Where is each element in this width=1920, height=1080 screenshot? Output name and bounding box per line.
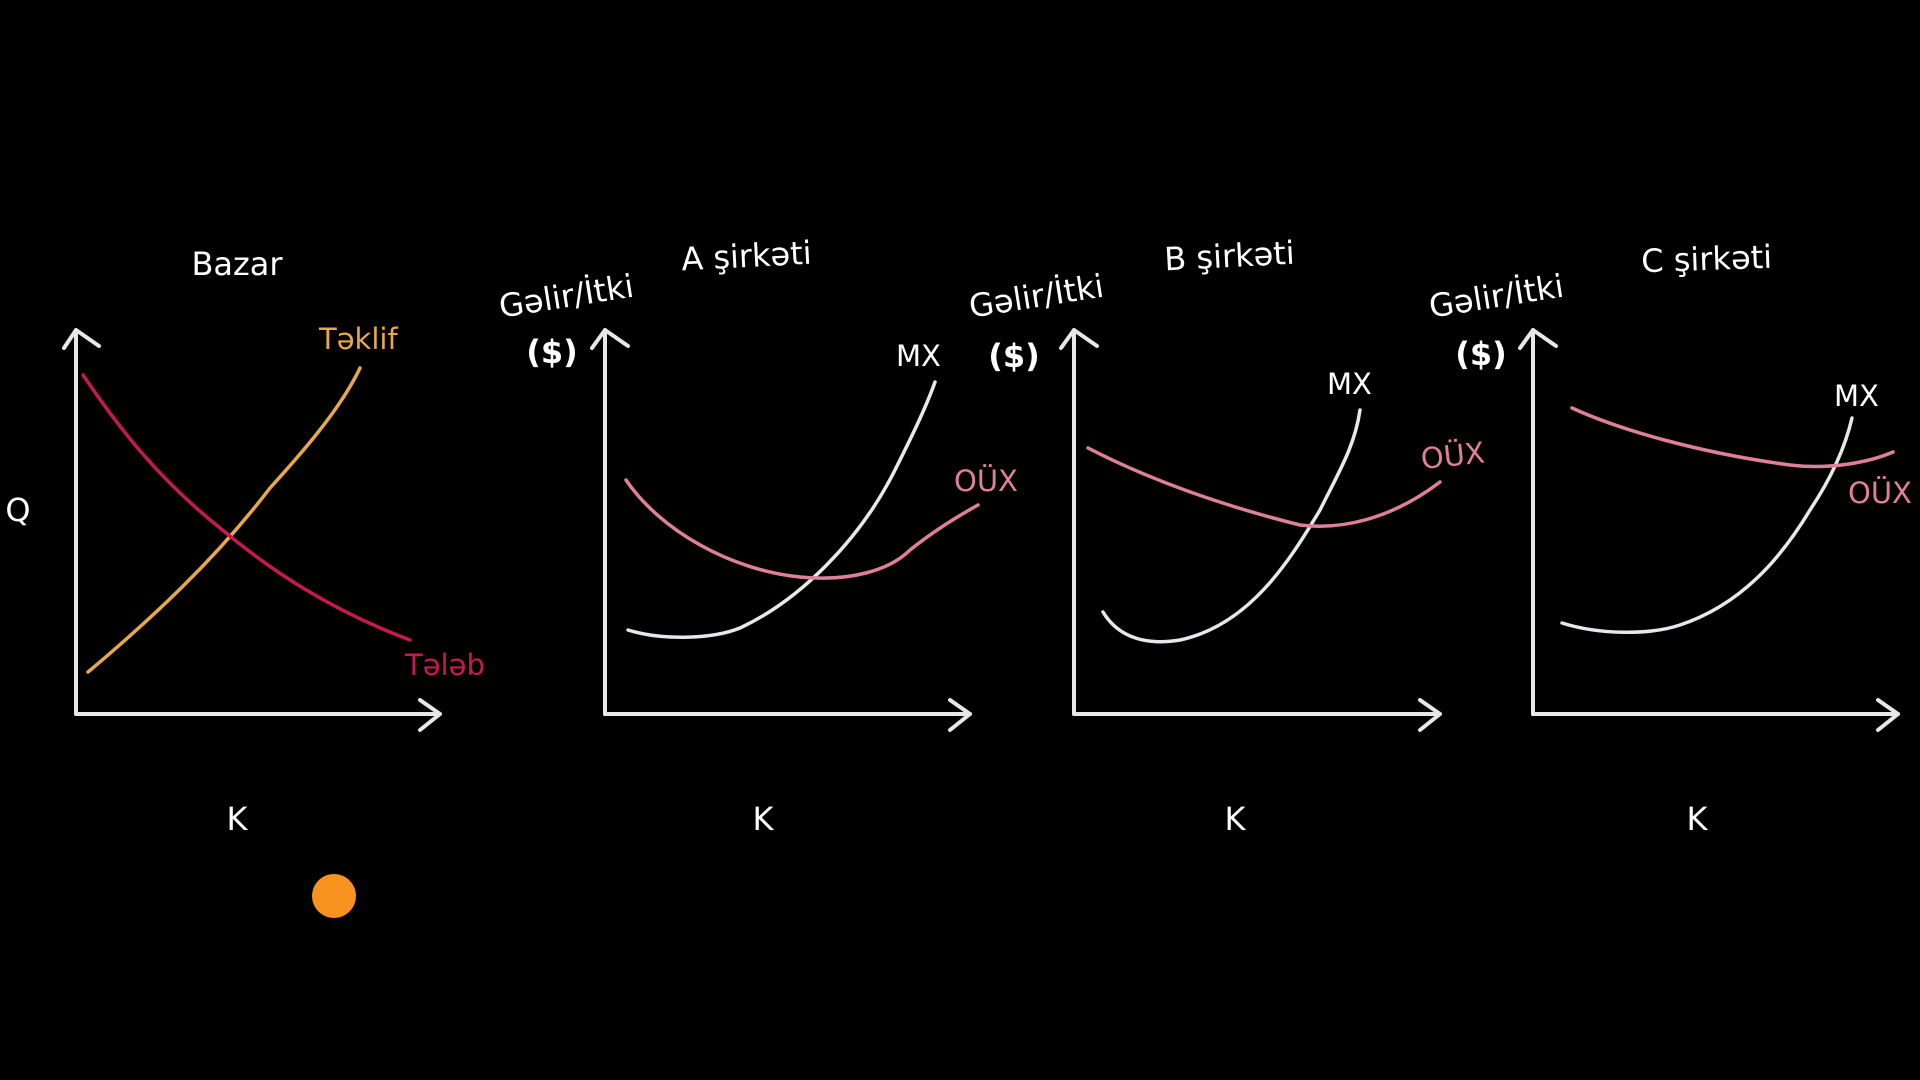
demand-curve-label: Tələb: [404, 648, 485, 682]
market-title: Bazar: [191, 245, 283, 283]
firm-c-y-axis-label: Gəlir/İtki: [1426, 267, 1566, 326]
firm-b-mc-curve: [1101, 408, 1362, 644]
firm-b-graph: B şirkəti Gəlir/İtki ($) K MX OÜX: [966, 234, 1486, 838]
demand-curve: [81, 373, 412, 642]
market-y-axis: [62, 328, 101, 716]
firm-a-atc-curve: [624, 478, 980, 580]
firm-c-mc-curve: [1560, 416, 1854, 634]
firm-b-mc-label: MX: [1327, 367, 1372, 401]
firm-c-title: C şirkəti: [1641, 238, 1773, 281]
market-x-axis: [74, 698, 442, 732]
firm-a-y-axis-label: Gəlir/İtki: [496, 267, 636, 326]
market-x-axis-label: K: [227, 800, 249, 838]
firm-a-y-axis-unit: ($): [526, 333, 578, 371]
firm-c-y-axis-unit: ($): [1455, 335, 1507, 373]
supply-curve: [86, 366, 362, 674]
firm-b-x-axis: [1072, 698, 1442, 732]
firm-b-title: B şirkəti: [1163, 234, 1295, 279]
firm-c-atc-curve: [1570, 406, 1895, 469]
firm-a-atc-label: OÜX: [954, 464, 1018, 498]
firm-c-graph: C şirkəti Gəlir/İtki ($) K MX OÜX: [1426, 238, 1912, 838]
firm-c-x-axis-label: K: [1687, 800, 1709, 838]
market-graph: Bazar Q K Təklif Tələb: [5, 245, 484, 838]
firm-a-x-axis: [603, 698, 972, 732]
firm-a-mc-curve: [626, 380, 937, 640]
supply-curve-label: Təklif: [318, 322, 398, 356]
firm-a-title: A şirkəti: [680, 234, 812, 279]
firm-c-y-axis: [1518, 328, 1558, 716]
firm-c-mc-label: MX: [1834, 379, 1879, 413]
firm-b-y-axis-unit: ($): [988, 337, 1040, 375]
firm-b-y-axis: [1059, 328, 1099, 716]
firm-a-mc-label: MX: [896, 339, 941, 373]
firm-c-x-axis: [1531, 698, 1900, 732]
firm-a-graph: A şirkəti Gəlir/İtki ($) K MX OÜX: [496, 234, 1018, 838]
firm-b-x-axis-label: K: [1225, 800, 1247, 838]
firm-a-y-axis: [590, 328, 630, 716]
firm-b-atc-curve: [1086, 446, 1442, 528]
firm-b-atc-label: OÜX: [1419, 435, 1486, 475]
firm-b-y-axis-label: Gəlir/İtki: [966, 267, 1106, 326]
market-y-axis-label: Q: [5, 491, 30, 529]
firm-a-x-axis-label: K: [753, 800, 775, 838]
firm-c-atc-label: OÜX: [1848, 476, 1912, 510]
cursor-dot: [312, 874, 356, 918]
